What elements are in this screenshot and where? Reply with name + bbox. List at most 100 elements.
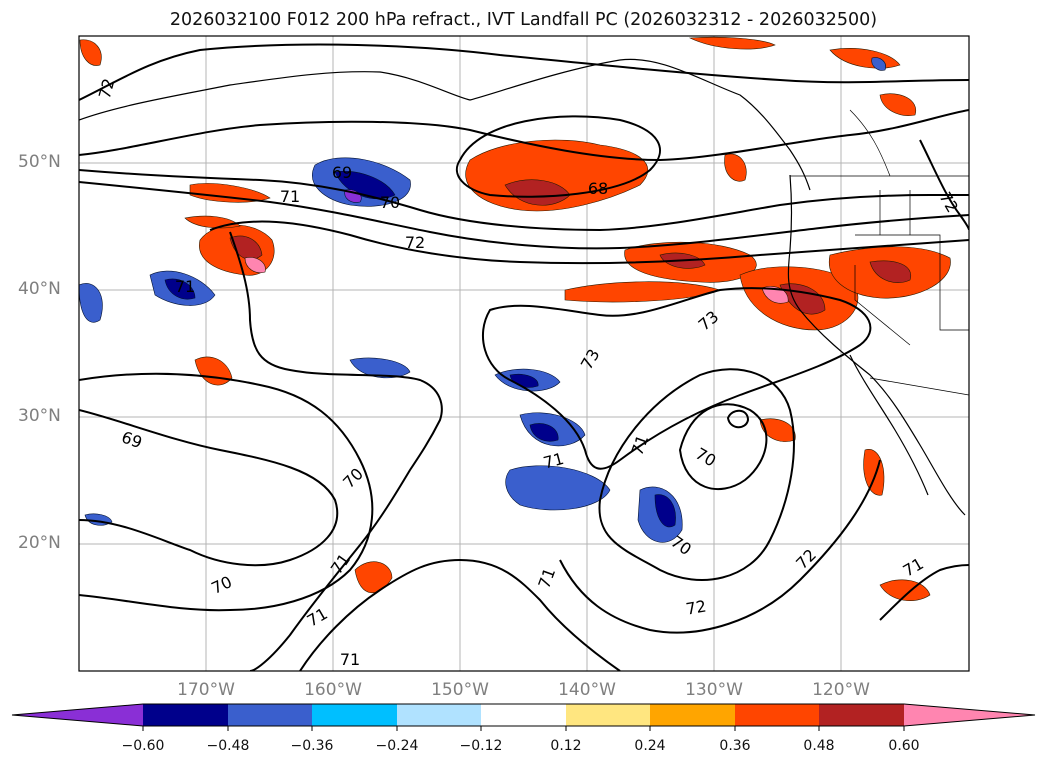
contour-label: 71 xyxy=(340,650,360,669)
lon-label-130w: 130°W xyxy=(685,680,743,700)
colorbar-segment xyxy=(650,704,735,726)
contour-71-south xyxy=(299,558,621,671)
fill-orange-stream xyxy=(564,281,721,303)
fill-navy-west xyxy=(164,278,196,300)
contour-72-north xyxy=(79,43,969,101)
border-states-1 xyxy=(855,234,969,331)
border-states-2 xyxy=(854,265,911,346)
fill-blue-mid-west xyxy=(349,357,411,379)
contour-label: 70 xyxy=(208,572,234,598)
lat-label-50n: 50°N xyxy=(18,152,61,172)
lat-label-30n: 30°N xyxy=(18,406,61,426)
contour-label: 71 xyxy=(280,187,300,206)
colorbar-segment xyxy=(397,704,481,726)
positive-anomalies xyxy=(79,36,951,602)
colorbar-tick-label: −0.12 xyxy=(459,738,503,754)
fill-blue-westedge xyxy=(79,283,103,323)
colorbar-tick-label: −0.36 xyxy=(290,738,334,754)
map-content: 72 71 70 69 72 68 71 73 73 69 70 71 71 7… xyxy=(79,36,969,671)
colorbar-tick-label: 0.48 xyxy=(803,738,835,754)
contour-71-se xyxy=(879,564,969,621)
contour-69-gulf xyxy=(79,169,969,232)
colorbar-tick-label: 0.12 xyxy=(550,738,582,754)
fill-orange-west-3 xyxy=(184,215,241,229)
contour-label: 72 xyxy=(792,545,820,573)
colorbar-tick-label: −0.48 xyxy=(206,738,250,754)
colorbar-tick-label: 0.60 xyxy=(888,738,920,754)
refractivity-contours xyxy=(79,43,969,671)
coast-west-na xyxy=(787,174,966,516)
contour-label: 73 xyxy=(577,346,604,373)
colorbar-segment xyxy=(143,704,228,726)
contour-68-loop xyxy=(455,115,661,198)
negative-anomalies xyxy=(79,57,886,543)
contour-label: 72 xyxy=(95,76,119,101)
fill-blue-ne xyxy=(871,57,886,71)
map-frame xyxy=(78,35,970,672)
contour-label: 68 xyxy=(588,179,608,198)
colorbar-tick-label: 0.36 xyxy=(719,738,751,754)
coast-baja xyxy=(849,354,929,496)
contour-label: 69 xyxy=(332,163,352,182)
colorbar-segment xyxy=(481,704,566,726)
lon-label-170w: 170°W xyxy=(177,680,235,700)
lon-label-150w: 150°W xyxy=(431,680,489,700)
colorbar xyxy=(11,703,1036,731)
contour-label: 71 xyxy=(900,554,927,581)
contour-70-mini xyxy=(726,409,750,429)
contour-72-mid xyxy=(229,231,443,671)
contour-72-ne xyxy=(919,139,969,231)
lat-label-20n: 20°N xyxy=(18,533,61,553)
fill-pink-west-1 xyxy=(244,257,266,273)
coastlines xyxy=(79,58,969,516)
colorbar-tick-label: −0.24 xyxy=(375,738,419,754)
contour-label: 70 xyxy=(380,193,400,212)
contour-71-mid xyxy=(209,220,969,265)
contour-label: 71 xyxy=(541,449,566,473)
contour-69-west xyxy=(79,409,339,567)
contour-label: 71 xyxy=(327,550,354,578)
lat-label-40n: 40°N xyxy=(18,279,61,299)
coast-alaska xyxy=(79,58,811,191)
colorbar-ticks xyxy=(142,726,905,731)
fill-darkred-interior xyxy=(869,260,912,283)
fill-orange-bc xyxy=(724,153,747,182)
fill-navy-gulf xyxy=(334,170,396,200)
fill-navy-hawaii xyxy=(654,494,676,528)
fill-orange-mid-1 xyxy=(194,356,233,386)
contour-71-loop-hawaii xyxy=(598,368,795,581)
contour-70-loop-hawaii xyxy=(678,403,768,491)
fill-orange-west-2 xyxy=(189,183,271,203)
colorbar-segment xyxy=(228,704,312,726)
border-us-mexico xyxy=(869,377,969,396)
colorbar-segment xyxy=(735,704,819,726)
contour-label: 72 xyxy=(405,233,425,252)
colorbar-segment xyxy=(312,704,397,726)
fill-orange-top-3 xyxy=(879,93,917,116)
lon-label-120w: 120°W xyxy=(812,680,870,700)
lon-label-160w: 160°W xyxy=(304,680,362,700)
contour-70-gulf xyxy=(79,181,969,250)
border-states-3 xyxy=(879,190,911,235)
contour-72-south xyxy=(559,459,881,634)
contour-label: 71 xyxy=(627,432,652,458)
colorbar-extend-right xyxy=(904,704,1035,726)
contour-label: 71 xyxy=(304,604,331,631)
fill-orange-sw xyxy=(354,561,393,594)
colorbar-tick-label: 0.24 xyxy=(634,738,666,754)
contour-label: 71 xyxy=(175,277,195,296)
contour-71-north xyxy=(79,109,969,162)
fill-orange-se-3 xyxy=(879,579,931,602)
fill-orange-top-1 xyxy=(688,36,776,50)
contour-label: 70 xyxy=(692,444,719,471)
fill-orange-nw-corner xyxy=(79,39,102,66)
contour-label: 71 xyxy=(534,565,559,591)
fill-navy-central-2 xyxy=(529,423,559,442)
colorbar-extend-left xyxy=(12,704,143,726)
contour-label: 69 xyxy=(119,427,145,452)
colorbar-segment xyxy=(819,704,904,726)
fill-orange-se-1 xyxy=(863,449,885,496)
colorbar-tick-label: −0.60 xyxy=(121,738,165,754)
colorbar-segment xyxy=(566,704,650,726)
